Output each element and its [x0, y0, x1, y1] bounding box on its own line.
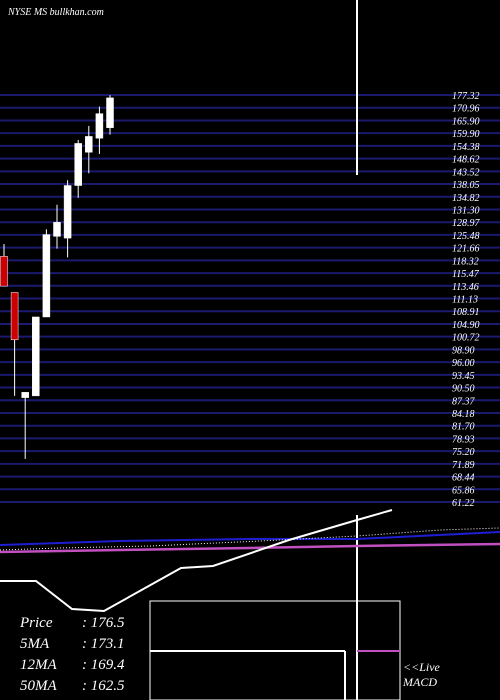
stats-panel: Price : 176.5 5MA : 173.1 12MA : 169.4 50MA : 1… — [0, 615, 150, 700]
macd-live-label[interactable]: <<Live MACD — [403, 660, 440, 690]
price-tick-label: 98.90 — [452, 345, 475, 356]
price-tick-label: 68.44 — [452, 473, 475, 484]
stat-row: 50MA : 162.5 — [20, 678, 125, 695]
price-tick-label: 165.90 — [452, 116, 480, 127]
price-tick-label: 154.38 — [452, 142, 480, 153]
stat-row: 5MA : 173.1 — [20, 636, 125, 653]
price-tick-label: 113.46 — [452, 282, 479, 293]
candle-body — [74, 143, 82, 186]
price-tick-label: 96.00 — [452, 358, 475, 369]
price-tick-label: 121.66 — [452, 244, 480, 255]
stat-label: 50MA — [20, 678, 57, 694]
candle-body — [106, 97, 114, 128]
price-tick-label: 159.90 — [452, 129, 480, 140]
candle-body — [32, 316, 40, 397]
stat-label: 5MA — [20, 636, 50, 652]
candle-body — [21, 392, 29, 398]
price-tick-label: 118.32 — [452, 256, 479, 267]
candle-body — [42, 234, 51, 318]
stat-value: : 169.4 — [82, 657, 125, 673]
stat-row: Price : 176.5 — [20, 615, 125, 632]
price-tick-label: 134.82 — [452, 193, 480, 204]
price-tick-label: 148.62 — [452, 155, 480, 166]
stat-label: Price — [20, 615, 53, 631]
price-tick-label: 138.05 — [452, 180, 480, 191]
price-tick-label: 81.70 — [452, 422, 475, 433]
price-tick-label: 128.97 — [452, 218, 481, 229]
candle-body — [53, 222, 61, 237]
price-tick-label: 100.72 — [452, 333, 480, 344]
price-tick-label: 131.30 — [452, 205, 480, 216]
ma-line-blue — [0, 531, 500, 546]
price-tick-label: 78.93 — [452, 434, 475, 445]
price-tick-label: 177.32 — [452, 91, 480, 102]
candle-body — [95, 113, 104, 139]
candle-body — [85, 136, 93, 153]
price-tick-label: 71.89 — [452, 460, 475, 471]
price-tick-label: 87.37 — [452, 396, 476, 407]
price-tick-label: 125.48 — [452, 231, 480, 242]
candle-body — [63, 185, 72, 239]
price-tick-label: 84.18 — [452, 409, 475, 420]
ma-line-magenta — [0, 542, 500, 554]
price-tick-label: 90.50 — [452, 384, 475, 395]
indicator-line — [0, 509, 393, 613]
stat-row: 12MA : 169.4 — [20, 657, 125, 674]
price-tick-label: 170.96 — [452, 104, 480, 115]
ma-line-dotted — [0, 527, 500, 551]
macd-label: MACD — [403, 675, 437, 689]
price-tick-label: 111.13 — [452, 295, 478, 306]
stat-value: : 173.1 — [82, 636, 125, 652]
stat-value: : 162.5 — [82, 678, 125, 694]
price-tick-label: 61.22 — [452, 498, 475, 509]
stat-label: 12MA — [20, 657, 57, 673]
candle-body — [10, 292, 19, 341]
price-tick-label: 93.45 — [452, 371, 475, 382]
candle-body — [0, 256, 8, 287]
stat-value: : 176.5 — [82, 615, 125, 631]
macd-live-link[interactable]: <<Live — [403, 660, 440, 674]
price-tick-label: 108.91 — [452, 307, 480, 318]
price-tick-label: 65.86 — [452, 485, 475, 496]
chart-title: NYSE MS bullkhan.com — [7, 7, 104, 18]
price-tick-label: 115.47 — [452, 269, 480, 280]
price-tick-label: 75.20 — [452, 447, 475, 458]
price-tick-label: 104.90 — [452, 320, 480, 331]
price-tick-label: 143.52 — [452, 167, 480, 178]
